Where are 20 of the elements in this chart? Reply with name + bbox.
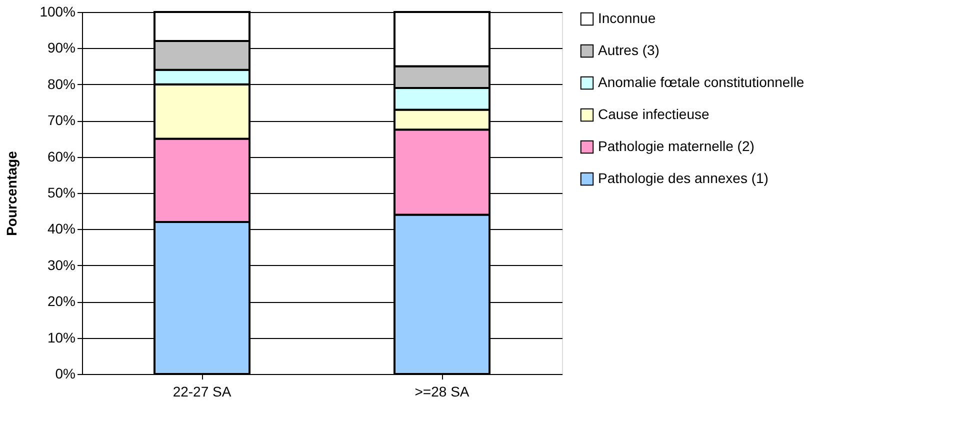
legend-label: Inconnue <box>598 10 656 26</box>
y-tick-label: 30% <box>47 256 76 273</box>
y-tick-label: 20% <box>47 293 76 310</box>
y-tick-label: 100% <box>40 4 76 20</box>
y-tick-label: 0% <box>55 366 76 382</box>
y-axis-title: Pourcentage <box>4 150 20 236</box>
y-tick-label: 40% <box>47 220 76 237</box>
y-tick-label: 80% <box>47 76 76 92</box>
legend-label: Pathologie maternelle (2) <box>598 138 754 154</box>
legend-label: Cause infectieuse <box>598 106 710 122</box>
y-tick-label: 50% <box>47 184 76 200</box>
y-tick-label: 60% <box>47 148 76 164</box>
x-tick-label: >=28 SA <box>414 384 470 400</box>
legend-label: Pathologie des annexes (1) <box>598 170 768 186</box>
y-tick-label: 90% <box>47 40 76 56</box>
x-tick-label: 22-27 SA <box>172 384 232 400</box>
y-tick-label: 70% <box>47 112 76 128</box>
legend-label: Anomalie fœtale constitutionnelle <box>598 74 804 90</box>
legend-label: Autres (3) <box>598 42 660 58</box>
y-tick-label: 10% <box>47 329 76 346</box>
